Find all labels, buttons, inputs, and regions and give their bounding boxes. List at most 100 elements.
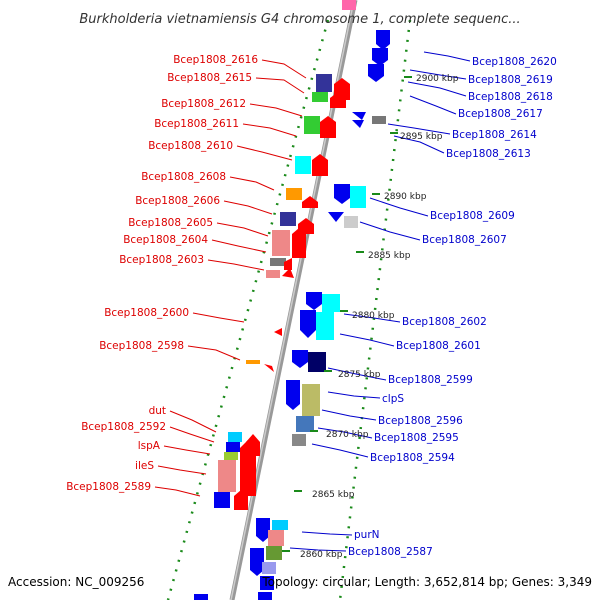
gene-label[interactable]: Bcep1808_2587 [348,546,433,558]
gene-label[interactable]: Bcep1808_2589 [66,481,151,493]
gene-feature[interactable] [266,270,280,278]
gene-feature[interactable] [272,230,290,256]
gene-arrow[interactable] [264,364,274,372]
accession-text: Accession: NC_009256 [8,575,144,589]
gene-arrow[interactable] [352,112,366,120]
gene-feature[interactable] [316,312,334,340]
gene-feature[interactable] [302,384,320,416]
gene-arrow[interactable] [250,548,264,576]
gene-label[interactable]: Bcep1808_2599 [388,374,473,386]
gene-label[interactable]: Bcep1808_2604 [123,234,208,246]
gene-arrow[interactable] [376,30,390,50]
gene-label[interactable]: Bcep1808_2616 [173,54,258,66]
gene-label[interactable]: Bcep1808_2618 [468,91,553,103]
gene-feature[interactable] [270,258,286,266]
gene-label[interactable]: Bcep1808_2608 [141,171,226,183]
gene-label[interactable]: Bcep1808_2602 [402,316,487,328]
gene-feature[interactable] [272,520,288,530]
gene-feature[interactable] [322,294,340,312]
gene-feature[interactable] [316,74,332,92]
gene-feature[interactable] [292,434,306,446]
gene-arrow[interactable] [334,184,350,204]
gene-label[interactable]: dut [149,405,166,417]
gene-arrow[interactable] [352,120,364,128]
gene-label[interactable]: Bcep1808_2613 [446,148,531,160]
gene-arrow[interactable] [312,154,328,176]
gene-feature[interactable] [194,594,208,600]
gene-label[interactable]: Bcep1808_2619 [468,74,553,86]
gene-feature[interactable] [286,188,302,200]
gene-feature[interactable] [246,360,260,364]
gene-label[interactable]: Bcep1808_2594 [370,452,455,464]
gene-feature[interactable] [218,460,236,492]
gene-arrow[interactable] [292,228,306,258]
gene-arrow[interactable] [274,328,282,336]
gene-arrow[interactable] [284,258,292,270]
gene-label[interactable]: ileS [135,460,154,472]
gene-feature[interactable] [295,156,311,174]
gene-label[interactable]: Bcep1808_2617 [458,108,543,120]
gene-feature[interactable] [258,592,272,600]
scale-tick-label: 2875 kbp [338,370,381,380]
gene-arrow[interactable] [368,64,384,82]
scale-tick-label: 2900 kbp [416,74,459,84]
gene-label[interactable]: Bcep1808_2600 [104,307,189,319]
gene-label[interactable]: lspA [138,440,161,452]
gene-label[interactable]: Bcep1808_2614 [452,129,537,141]
gene-arrow[interactable] [234,490,248,510]
gene-label[interactable]: Bcep1808_2596 [378,415,463,427]
gene-label[interactable]: Bcep1808_2595 [374,432,459,444]
gene-arrow[interactable] [302,196,318,208]
gene-arrow[interactable] [320,116,336,138]
right-label-connectors [289,51,471,552]
gene-label[interactable]: Bcep1808_2609 [430,210,515,222]
scale-tick-label: 2895 kbp [400,132,443,142]
gene-arrow[interactable] [372,48,388,66]
gene-feature[interactable] [350,186,366,208]
gene-feature[interactable] [296,416,314,432]
gene-label[interactable]: Bcep1808_2615 [167,72,252,84]
gene-feature[interactable] [372,116,386,124]
gene-label[interactable]: Bcep1808_2605 [128,217,213,229]
gene-label[interactable]: Bcep1808_2603 [119,254,204,266]
gene-feature[interactable] [304,116,320,134]
gene-arrow[interactable] [240,440,256,496]
gene-label[interactable]: Bcep1808_2598 [99,340,184,352]
gene-arrow[interactable] [292,350,308,368]
gene-label[interactable]: Bcep1808_2620 [472,56,557,68]
gene-arrow[interactable] [256,518,270,542]
gene-label[interactable]: Bcep1808_2610 [148,140,233,152]
gene-label[interactable]: Bcep1808_2612 [161,98,246,110]
gene-feature[interactable] [342,0,356,10]
gene-feature[interactable] [228,432,242,442]
gene-feature[interactable] [260,576,274,590]
gene-label[interactable]: Bcep1808_2592 [81,421,166,433]
plus-strand-genes [250,30,390,600]
gene-feature[interactable] [214,492,230,508]
gene-feature[interactable] [268,530,284,546]
gene-arrow[interactable] [306,292,322,310]
gene-label[interactable]: Bcep1808_2606 [135,195,220,207]
gene-arrow[interactable] [286,380,300,410]
gene-arrow[interactable] [300,310,316,338]
gene-feature[interactable] [344,216,358,228]
gene-label[interactable]: Bcep1808_2601 [396,340,481,352]
gene-arrow[interactable] [328,212,344,222]
gene-feature[interactable] [308,352,326,372]
gene-feature[interactable] [226,442,240,452]
gene-label[interactable]: purN [354,529,380,541]
gene-feature[interactable] [262,562,276,574]
gene-feature[interactable] [280,212,296,226]
inner-dotted-track [338,19,412,600]
gene-feature[interactable] [312,92,328,102]
gene-feature[interactable] [224,452,238,460]
gene-arrow[interactable] [330,92,346,108]
right-gene-labels: Bcep1808_2620 Bcep1808_2619 Bcep1808_261… [348,56,557,558]
left-label-connectors [154,59,307,497]
gene-feature[interactable] [266,546,282,560]
gene-arrow[interactable] [298,218,314,234]
gene-label[interactable]: Bcep1808_2607 [422,234,507,246]
gene-arrow[interactable] [282,268,294,278]
gene-label[interactable]: clpS [382,393,404,405]
gene-label[interactable]: Bcep1808_2611 [154,118,239,130]
